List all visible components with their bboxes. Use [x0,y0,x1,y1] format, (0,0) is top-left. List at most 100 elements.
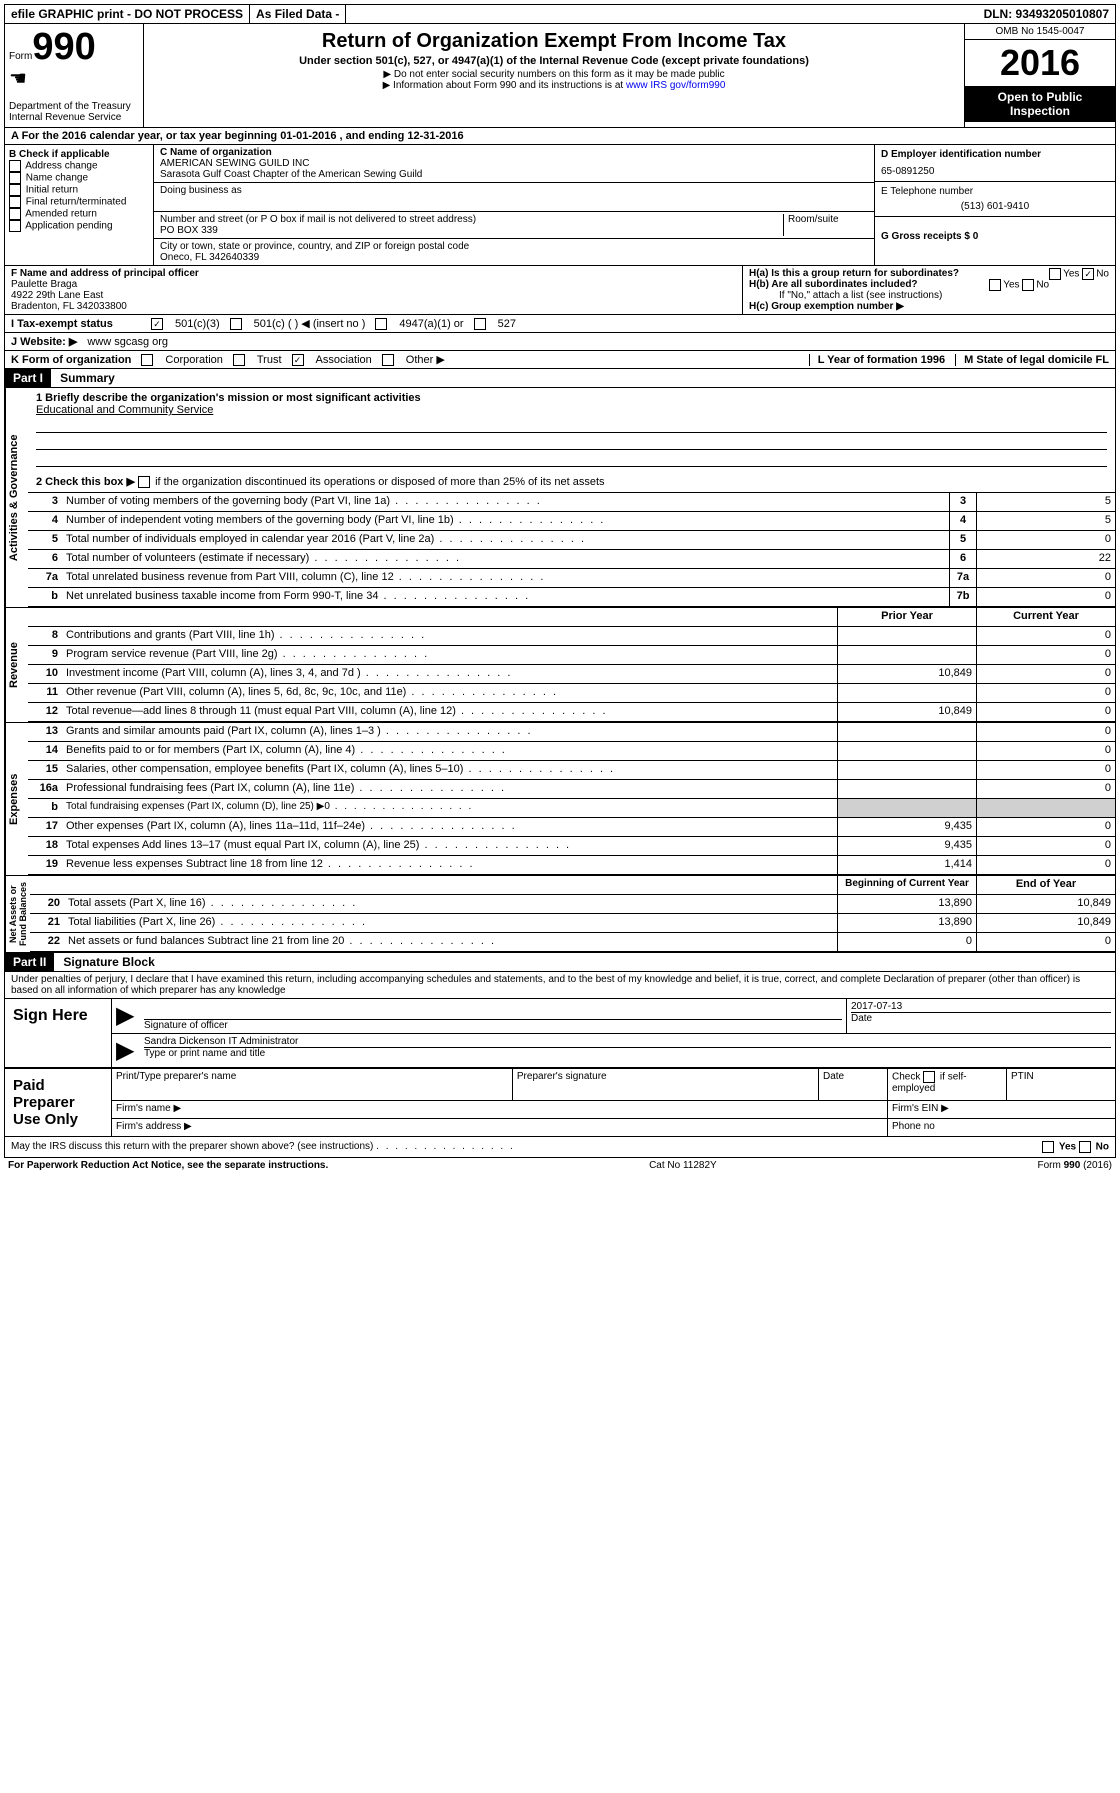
room-label: Room/suite [783,214,868,236]
cb-initial[interactable] [9,184,21,196]
summary-row: 5Total number of individuals employed in… [28,531,1115,550]
city-value: Oneco, FL 342640339 [160,252,868,263]
col-d: D Employer identification number 65-0891… [874,145,1115,265]
i-label: I Tax-exempt status [11,318,141,330]
summary-row: 14Benefits paid to or for members (Part … [28,742,1115,761]
j-row: J Website: ▶ www sgcasg org [4,333,1116,351]
efile-bar: efile GRAPHIC print - DO NOT PROCESS As … [4,4,1116,24]
col-c: C Name of organization AMERICAN SEWING G… [154,145,874,265]
cb-other[interactable] [382,354,394,366]
officer-addr2: Bradenton, FL 342033800 [11,301,736,312]
org-name1: AMERICAN SEWING GUILD INC [160,158,868,169]
firm-ein-label: Firm's EIN ▶ [888,1100,1116,1118]
summary-row: 15Salaries, other compensation, employee… [28,761,1115,780]
paid-preparer-label: Paid Preparer Use Only [5,1069,112,1137]
line1-value: Educational and Community Service [36,404,1107,416]
summary-row: 7aTotal unrelated business revenue from … [28,569,1115,588]
irs-link[interactable]: www IRS gov/form990 [626,80,725,91]
prep-name-label: Print/Type preparer's name [112,1069,513,1101]
summary-row: 20Total assets (Part X, line 16)13,89010… [30,895,1115,914]
prep-sig-label: Preparer's signature [512,1069,818,1101]
officer-name: Paulette Braga [11,279,736,290]
ein-value: 65-0891250 [881,166,1109,177]
part-i-header: Part I [5,369,51,387]
summary-row: 11Other revenue (Part VIII, column (A), … [28,684,1115,703]
entity-grid: B Check if applicable Address change Nam… [4,145,1116,266]
end-year-h: End of Year [976,876,1115,894]
cb-discuss-no[interactable] [1079,1141,1091,1153]
summary-row: 16aProfessional fundraising fees (Part I… [28,780,1115,799]
irs-text: Internal Revenue Service [9,112,139,123]
street-label: Number and street (or P O box if mail is… [160,214,783,225]
firm-addr-label: Firm's address ▶ [112,1118,888,1136]
h-note: If "No," attach a list (see instructions… [749,290,1109,301]
cb-trust[interactable] [233,354,245,366]
paid-preparer-table: Paid Preparer Use Only Print/Type prepar… [4,1068,1116,1137]
k-label: K Form of organization [11,354,131,366]
summary-row: 18Total expenses Add lines 13–17 (must e… [28,837,1115,856]
dln-text: DLN: 93493205010807 [978,5,1115,23]
summary-row: bNet unrelated business taxable income f… [28,588,1115,607]
form-header: Form990 ☚ Department of the Treasury Int… [4,24,1116,128]
cb-hb-yes[interactable] [989,279,1001,291]
sig-date: 2017-07-13 [851,1001,1111,1012]
summary-row: 12Total revenue—add lines 8 through 11 (… [28,703,1115,722]
officer-print-name: Sandra Dickenson IT Administrator [144,1036,1111,1047]
footer-row: For Paperwork Reduction Act Notice, see … [4,1158,1116,1173]
header-center: Return of Organization Exempt From Incom… [144,24,964,127]
expenses-section: Expenses 13Grants and similar amounts pa… [4,722,1116,875]
cb-4947[interactable] [375,318,387,330]
cb-assoc[interactable]: ✓ [292,354,304,366]
street-value: PO BOX 339 [160,225,783,236]
f-h-row: F Name and address of principal officer … [4,266,1116,315]
asfiled-text: As Filed Data - [250,5,346,23]
cb-selfemployed[interactable] [923,1071,935,1083]
line1-label: 1 Briefly describe the organization's mi… [36,392,1107,404]
cb-527[interactable] [474,318,486,330]
city-label: City or town, state or province, country… [160,241,868,252]
sig-officer-label: Signature of officer [144,1019,842,1031]
part-ii-title: Signature Block [57,953,160,971]
c-label: C Name of organization [160,147,868,158]
org-name2: Sarasota Gulf Coast Chapter of the Ameri… [160,169,868,180]
f-label: F Name and address of principal officer [11,268,736,279]
summary-row: 6Total number of volunteers (estimate if… [28,550,1115,569]
cb-pending[interactable] [9,220,21,232]
col-b: B Check if applicable Address change Nam… [5,145,154,265]
open-public: Open to Public Inspection [965,86,1115,122]
activities-section: Activities & Governance 1 Briefly descri… [4,388,1116,607]
cb-corp[interactable] [141,354,153,366]
cb-hb-no[interactable] [1022,279,1034,291]
note-ssn: ▶ Do not enter social security numbers o… [148,69,960,80]
summary-row: 22Net assets or fund balances Subtract l… [30,933,1115,952]
revenue-section: Revenue Prior Year Current Year 8Contrib… [4,607,1116,722]
cb-final[interactable] [9,196,21,208]
dba-label: Doing business as [160,185,868,196]
i-row: I Tax-exempt status ✓ 501(c)(3) 501(c) (… [4,315,1116,333]
e-label: E Telephone number [881,186,1109,197]
cb-discuss-yes[interactable] [1042,1141,1054,1153]
cb-address[interactable] [9,160,21,172]
note-info: ▶ Information about Form 990 and its ins… [148,80,960,91]
form-ref: Form 990 (2016) [1038,1160,1112,1171]
print-name-label: Type or print name and title [144,1047,1111,1059]
cb-501c[interactable] [230,318,242,330]
dept-treasury: Department of the Treasury [9,101,139,112]
vert-netassets: Net Assets orFund Balances [5,876,30,952]
efile-text: efile GRAPHIC print - DO NOT PROCESS [5,5,250,23]
cb-ha-yes[interactable] [1049,268,1061,280]
klm-row: K Form of organization Corporation Trust… [4,351,1116,369]
cb-name[interactable] [9,172,21,184]
vert-expenses: Expenses [5,723,28,875]
summary-row: 17Other expenses (Part IX, column (A), l… [28,818,1115,837]
ptin-label: PTIN [1007,1069,1116,1101]
cb-501c3[interactable]: ✓ [151,318,163,330]
summary-row: 3Number of voting members of the governi… [28,493,1115,512]
cb-amended[interactable] [9,208,21,220]
tax-year: 2016 [965,40,1115,86]
cb-discontinued[interactable] [138,476,150,488]
part-ii-header: Part II [5,953,54,971]
vert-revenue: Revenue [5,608,28,722]
header-right: OMB No 1545-0047 2016 Open to Public Ins… [964,24,1115,127]
cb-ha-no[interactable]: ✓ [1082,268,1094,280]
